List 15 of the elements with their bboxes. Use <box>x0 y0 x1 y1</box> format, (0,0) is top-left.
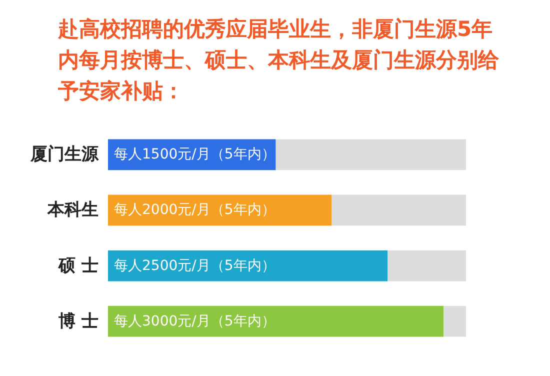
data-label: 每人3000元/月（5年内） <box>114 313 276 330</box>
bar <box>108 306 444 337</box>
y-tick-label: 本科生 <box>46 200 98 220</box>
y-tick-label: 博 士 <box>58 311 98 332</box>
bar <box>108 250 388 282</box>
y-tick-label: 硕 士 <box>58 256 98 276</box>
chart-title: 赴高校招聘的优秀应届毕业生，非厦门生源5年内每月按博士、硕士、本科生及厦门生源分别给予安家补贴： <box>58 16 500 105</box>
bar <box>332 194 466 226</box>
data-label: 每人2000元/月（5年内） <box>114 202 276 218</box>
data-label: 每人1500元/月（5年内） <box>114 146 276 163</box>
data-label: 每人2500元/月（5年内） <box>114 258 276 274</box>
bar <box>444 306 466 337</box>
y-tick-label: 厦门生源 <box>30 144 100 165</box>
bar <box>276 139 466 170</box>
bar <box>388 250 466 282</box>
